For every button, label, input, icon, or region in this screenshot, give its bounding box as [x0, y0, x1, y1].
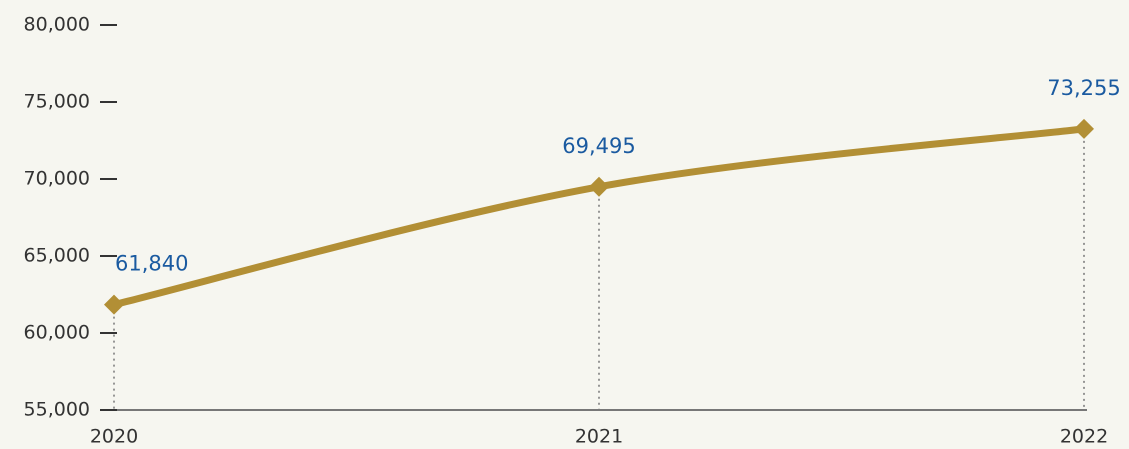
x-tick-label: 2022 — [1060, 426, 1108, 448]
value-label: 69,495 — [562, 134, 635, 158]
value-label: 61,840 — [115, 252, 188, 276]
point-marker — [1074, 118, 1094, 139]
y-tick-label: 60,000 — [24, 322, 90, 344]
y-tick-label: 80,000 — [24, 14, 90, 36]
y-tick-label: 70,000 — [24, 168, 90, 190]
y-tick-label: 75,000 — [24, 91, 90, 113]
y-tick-label: 55,000 — [24, 399, 90, 421]
x-tick-label: 2021 — [575, 426, 623, 448]
value-label: 73,255 — [1047, 76, 1120, 100]
point-marker — [104, 294, 124, 315]
point-marker — [589, 176, 609, 197]
y-tick-label: 65,000 — [24, 245, 90, 267]
x-tick-label: 2020 — [90, 426, 138, 448]
